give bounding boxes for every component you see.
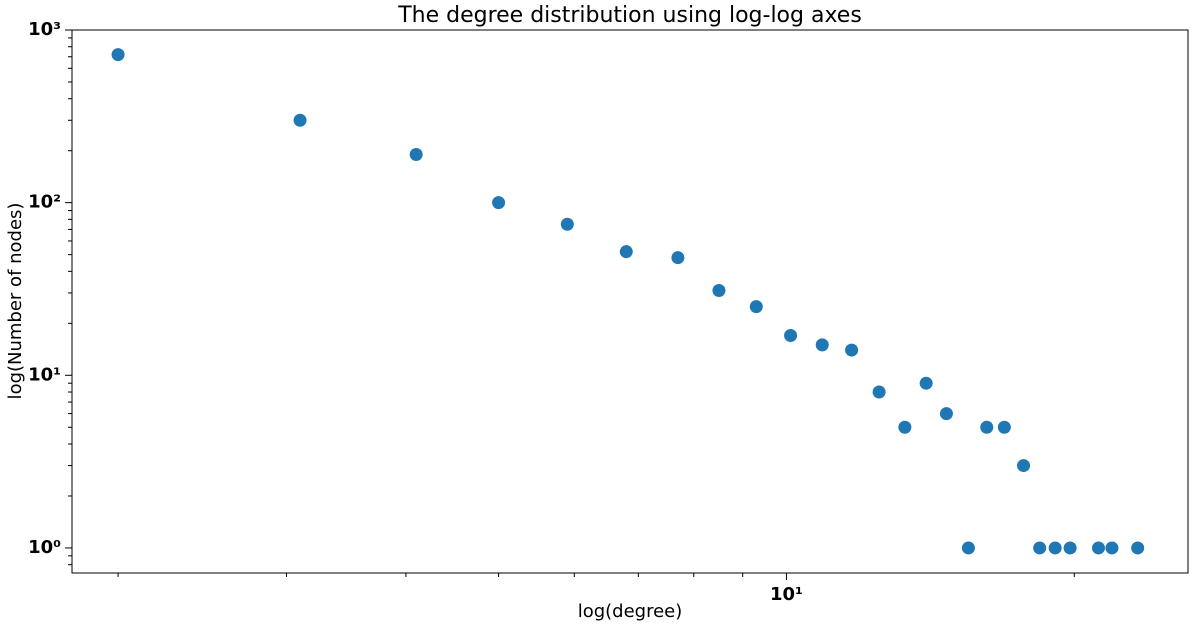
x-tick-label: 10¹ [770, 584, 803, 605]
point [671, 251, 685, 265]
point [939, 407, 953, 421]
point [980, 420, 994, 434]
point [619, 245, 633, 259]
point [845, 343, 859, 357]
point [898, 420, 912, 434]
point [1033, 541, 1047, 555]
point [961, 541, 975, 555]
point [784, 329, 798, 343]
point [1105, 541, 1119, 555]
point [111, 48, 125, 62]
point [1017, 459, 1031, 473]
point [1048, 541, 1062, 555]
point [997, 420, 1011, 434]
point [712, 283, 726, 297]
point [1091, 541, 1105, 555]
point [293, 113, 307, 127]
point [492, 196, 506, 210]
point [872, 385, 886, 399]
point [409, 148, 423, 162]
point [919, 376, 933, 390]
point [1131, 541, 1145, 555]
chart-title: The degree distribution using log-log ax… [397, 3, 862, 28]
point [1063, 541, 1077, 555]
x-axis-label: log(degree) [578, 601, 683, 622]
y-tick-label: 10³ [28, 19, 61, 40]
point [560, 217, 574, 231]
y-tick-label: 10¹ [28, 364, 61, 385]
plot-frame [71, 29, 1189, 574]
point [749, 300, 763, 314]
point [815, 338, 829, 352]
y-tick-label: 10⁰ [28, 537, 61, 558]
y-axis-label: log(Number of nodes) [5, 203, 26, 400]
y-tick-label: 10² [28, 192, 61, 213]
